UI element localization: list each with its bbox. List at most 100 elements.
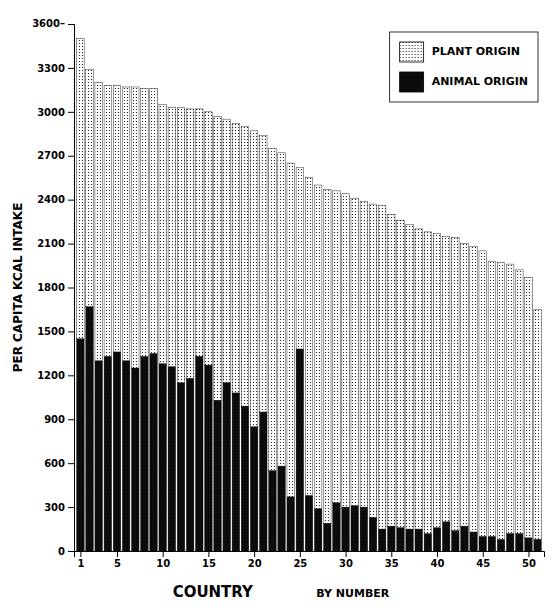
bar	[186, 378, 193, 551]
tick-label: 2100	[37, 238, 65, 249]
tick: 10	[156, 551, 170, 569]
tick-label: 3000	[37, 107, 65, 118]
bar	[488, 536, 495, 551]
axis-line	[75, 552, 545, 558]
bar	[95, 361, 102, 551]
tick-label: 1500	[37, 326, 65, 337]
bar	[113, 85, 120, 351]
bar	[497, 539, 504, 551]
bar	[122, 361, 129, 551]
tick: 25	[293, 551, 307, 569]
bar	[378, 529, 385, 551]
bar	[333, 503, 340, 551]
bar	[241, 126, 248, 406]
bar	[461, 526, 468, 551]
bar	[461, 244, 468, 527]
axis-line	[68, 25, 75, 552]
bar	[424, 232, 431, 534]
bar	[479, 251, 486, 536]
tick: 600	[44, 458, 74, 469]
tick-mark	[68, 200, 74, 201]
bar	[470, 532, 477, 551]
bar	[534, 309, 541, 539]
annotation: 3600–	[32, 18, 65, 29]
tick-label: 1800	[37, 282, 65, 293]
bar	[214, 400, 221, 551]
bar	[351, 198, 358, 505]
bar	[287, 497, 294, 551]
bar	[442, 236, 449, 521]
tick-label: 0	[58, 546, 65, 557]
tick-label: 900	[44, 414, 65, 425]
bar	[452, 531, 459, 551]
bar	[479, 536, 486, 551]
tick-mark	[163, 551, 164, 557]
bar	[488, 261, 495, 536]
bar	[305, 495, 312, 551]
tick-label: 30	[339, 558, 353, 569]
tick: 30	[339, 551, 353, 569]
tick-mark	[483, 551, 484, 557]
tick: 1200	[37, 370, 74, 381]
bar	[104, 85, 111, 356]
chart: 0300600900120015001800210024002700300033…	[0, 0, 560, 613]
bar	[141, 356, 148, 551]
tick: 35	[385, 551, 399, 569]
tick-mark	[68, 463, 74, 464]
bar	[113, 352, 120, 551]
bar	[516, 270, 523, 534]
bar	[506, 533, 513, 551]
bar-series	[77, 39, 542, 540]
bar	[424, 533, 431, 551]
tick-mark	[68, 551, 74, 552]
bar	[397, 220, 404, 527]
tick: 300	[44, 502, 74, 513]
bar	[86, 307, 93, 551]
tick-label: 5	[114, 558, 121, 569]
bar	[205, 112, 212, 365]
tick-mark	[68, 68, 74, 69]
bar	[196, 356, 203, 551]
tick-mark	[528, 551, 529, 557]
tick-mark	[68, 419, 74, 420]
bar	[442, 522, 449, 551]
tick: 50	[522, 551, 536, 569]
bar	[77, 39, 84, 339]
bar	[378, 206, 385, 530]
bar	[278, 153, 285, 466]
bar	[324, 189, 331, 523]
tick: 3300	[37, 63, 74, 74]
bar	[241, 406, 248, 551]
tick-mark	[254, 551, 255, 557]
bar	[214, 116, 221, 400]
bar	[525, 538, 532, 551]
bar	[232, 124, 239, 393]
legend-swatch	[400, 42, 424, 62]
tick: 1500	[37, 326, 74, 337]
tick-mark	[208, 551, 209, 557]
legend-label: PLANT ORIGIN	[432, 45, 520, 58]
y-axis: 0300600900120015001800210024002700300033…	[37, 25, 74, 557]
annotation: BY NUMBER	[316, 587, 390, 600]
bar	[168, 107, 175, 366]
bar	[250, 427, 257, 551]
tick-label: 25	[293, 558, 307, 569]
legend: PLANT ORIGINANIMAL ORIGIN	[390, 32, 538, 102]
bar	[223, 119, 230, 383]
tick: 45	[476, 551, 490, 569]
tick-mark	[391, 551, 392, 557]
bar	[525, 277, 532, 538]
bar	[388, 526, 395, 551]
bar	[305, 178, 312, 496]
tick-label: 15	[202, 558, 216, 569]
legend-swatch	[400, 72, 424, 92]
bar	[406, 529, 413, 551]
tick-mark	[68, 375, 74, 376]
tick: 2700	[37, 150, 74, 161]
y-axis-title: PER CAPITA KCAL INTAKE	[11, 203, 25, 373]
bar	[497, 263, 504, 540]
bar	[278, 466, 285, 551]
bar	[296, 167, 303, 349]
bar	[150, 353, 157, 551]
tick: 5	[114, 551, 121, 569]
